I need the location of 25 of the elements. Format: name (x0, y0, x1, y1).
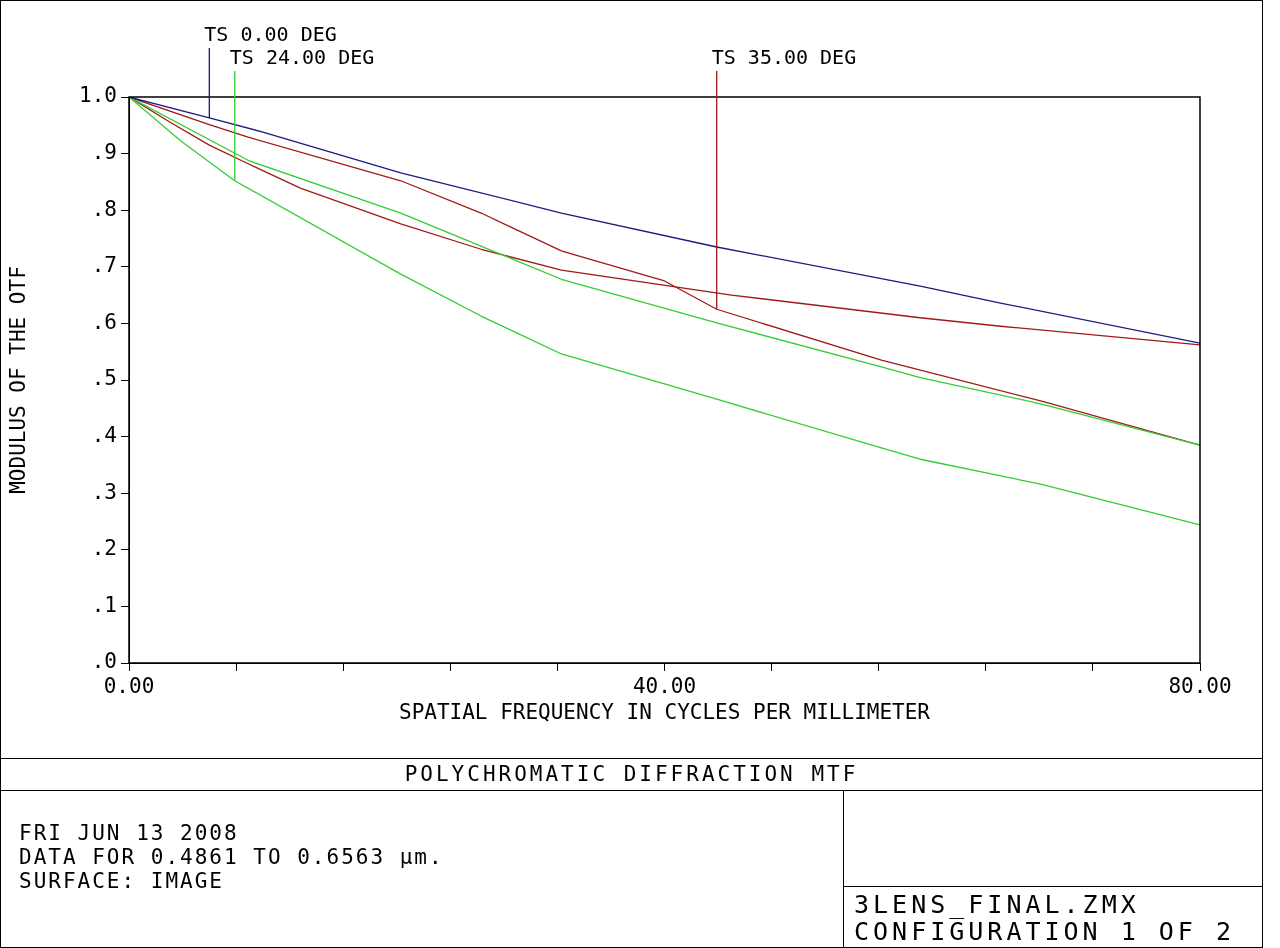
y-tick-label: 1.0 (79, 83, 117, 108)
annotation: TS 24.00 DEG (229, 45, 375, 70)
x-tick-label: 40.00 (632, 674, 697, 699)
x-tick-label: 80.00 (1168, 674, 1232, 699)
y-tick-label: .5 (91, 366, 117, 391)
text: POLYCHROMATIC DIFFRACTION MTF (1, 758, 1262, 791)
annotation: TS 35.00 DEG (711, 45, 857, 70)
y-tick-label: .6 (91, 309, 117, 334)
text: CONFIGURATION 1 OF 2 (854, 917, 1236, 946)
y-tick-label: .4 (91, 423, 117, 448)
y-tick-label: .0 (91, 649, 117, 674)
x-axis-title: SPATIAL FREQUENCY IN CYCLES PER MILLIMETER (398, 699, 931, 724)
annotation: TS 0.00 DEG (204, 22, 337, 47)
x-tick-label: 0.00 (103, 674, 155, 699)
text: FRI JUN 13 2008 (19, 821, 239, 845)
y-tick-label: .7 (91, 253, 117, 278)
y-tick-label: .2 (91, 536, 117, 561)
y-axis-title: MODULUS OF THE OTF (6, 266, 31, 494)
y-tick-label: .1 (91, 592, 117, 617)
y-tick-label: .9 (91, 140, 117, 165)
y-tick-label: .8 (91, 196, 117, 221)
text: SURFACE: IMAGE (19, 869, 225, 893)
y-tick-label: .3 (91, 479, 117, 504)
text: DATA FOR 0.4861 TO 0.6563 µm. (19, 845, 444, 869)
text: 3LENS_FINAL.ZMX (854, 890, 1140, 919)
